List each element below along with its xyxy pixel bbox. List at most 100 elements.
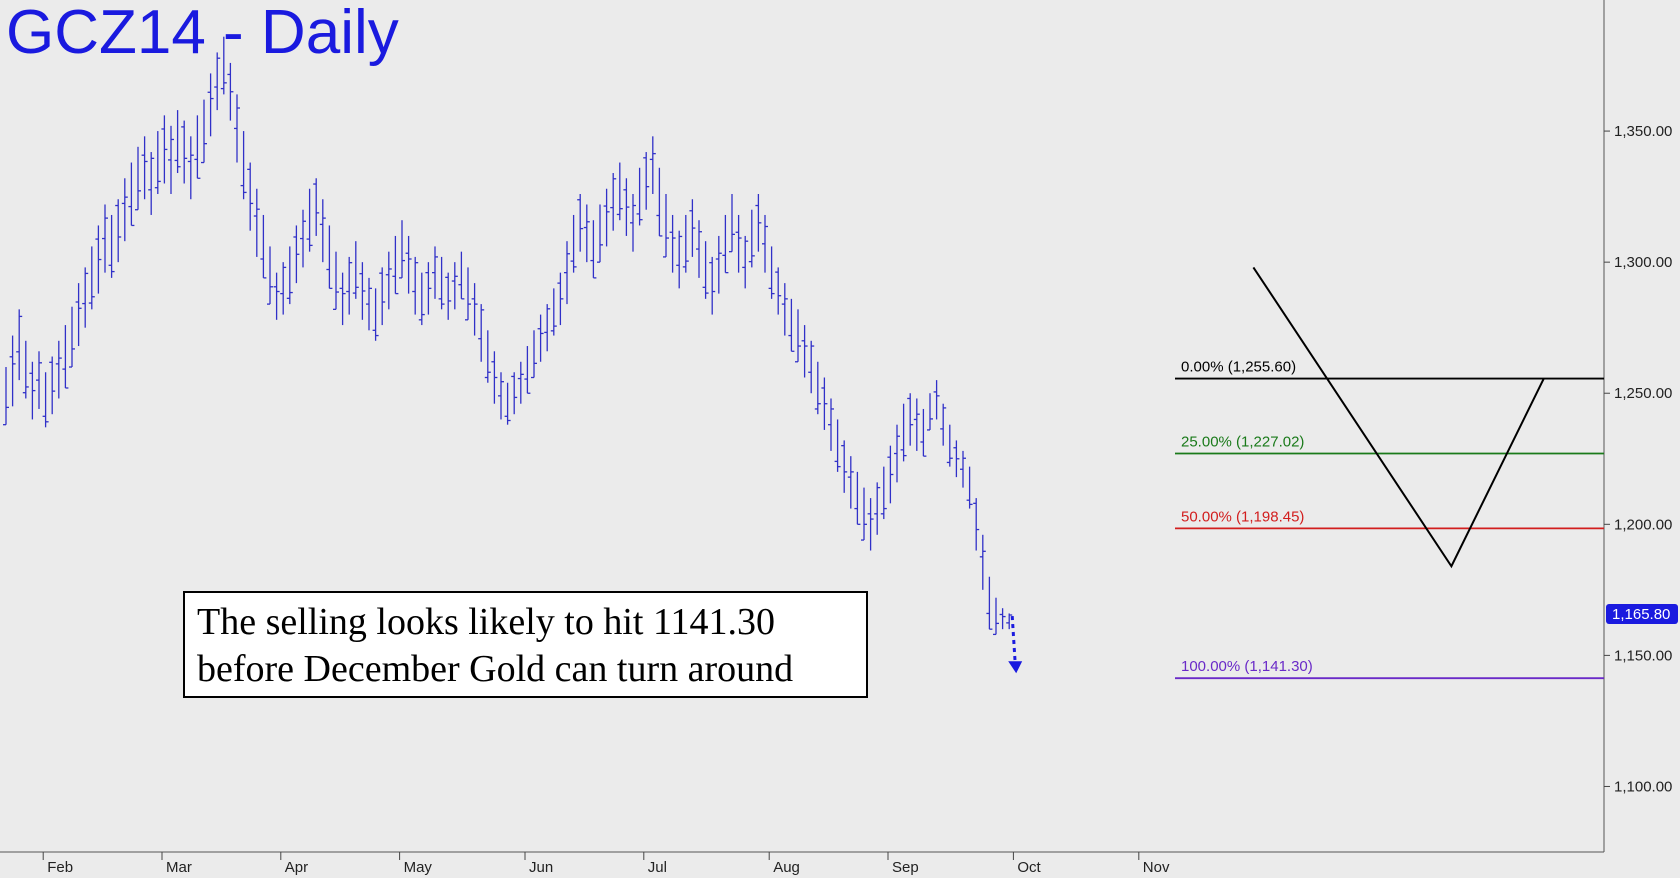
price-bar: [478, 304, 485, 362]
price-bar: [748, 209, 755, 268]
price-bar: [385, 251, 392, 310]
price-bar: [517, 361, 524, 404]
price-bar: [227, 62, 234, 121]
price-bar: [821, 377, 828, 430]
price-bar: [234, 94, 240, 163]
x-tick-label: Apr: [285, 859, 308, 876]
price-bar: [801, 325, 808, 378]
price-bar: [405, 235, 412, 294]
price-bar: [412, 256, 419, 315]
price-bar: [280, 262, 287, 315]
price-bar: [141, 136, 148, 200]
price-bar: [643, 152, 650, 210]
price-bar: [788, 298, 795, 352]
price-bar: [564, 241, 570, 305]
price-bar: [504, 382, 511, 425]
y-tick-label: 1,150.00: [1614, 647, 1672, 664]
price-bar: [247, 162, 254, 231]
y-tick-label: 1,100.00: [1614, 778, 1672, 795]
price-bar: [267, 246, 273, 305]
price-bar: [29, 361, 36, 420]
price-bar: [313, 178, 320, 236]
price-bar: [108, 214, 115, 278]
price-bar: [814, 361, 821, 415]
price-bar: [669, 214, 676, 273]
price-bar: [689, 199, 696, 257]
annotation-line-2: before December Gold can turn around: [197, 648, 794, 690]
last-price-badge: [1606, 603, 1678, 624]
price-bar: [207, 73, 214, 137]
price-bar: [861, 487, 867, 541]
price-bar: [62, 325, 69, 389]
price-bar: [451, 262, 458, 310]
price-bar: [273, 272, 280, 320]
price-bar: [834, 419, 841, 472]
price-bar: [946, 424, 953, 467]
price-bar: [854, 471, 861, 525]
price-bar: [781, 283, 788, 336]
price-bar: [775, 267, 782, 315]
price-bar: [102, 204, 108, 273]
price-bar: [372, 288, 379, 341]
x-tick-label: May: [404, 859, 433, 876]
price-bar: [16, 309, 23, 381]
price-bar: [550, 288, 557, 336]
chart-title: GCZ14 - Daily: [6, 0, 399, 67]
price-bar: [993, 597, 999, 636]
price-bar: [1006, 613, 1013, 630]
price-bar: [847, 456, 854, 509]
price-bar: [742, 235, 749, 289]
price-bar: [735, 214, 742, 273]
price-bar: [399, 220, 405, 279]
price-bar: [715, 235, 722, 294]
price-bar: [392, 235, 399, 295]
target-arrow-head: [1008, 661, 1023, 674]
y-tick-label: 1,350.00: [1614, 123, 1672, 140]
price-bar: [148, 152, 155, 215]
price-bar: [168, 125, 174, 194]
target-arrow-shaft: [1010, 615, 1017, 664]
price-bar: [88, 246, 95, 310]
price-bar: [656, 167, 663, 237]
price-bar: [154, 131, 161, 194]
price-bar: [762, 214, 768, 273]
y-tick-label: 1,300.00: [1614, 254, 1672, 271]
price-bar: [986, 576, 993, 630]
price-bar: [115, 199, 122, 263]
price-bar: [722, 214, 729, 274]
price-bar: [676, 230, 683, 289]
price-bar: [22, 340, 29, 399]
price-bar: [201, 99, 207, 164]
price-bar: [933, 380, 940, 420]
price-bar: [49, 356, 56, 415]
last-price-label: 1,165.80: [1612, 606, 1670, 623]
x-tick-label: Jul: [648, 859, 667, 876]
price-bar: [927, 393, 933, 431]
fibonacci-levels: 0.00% (1,255.60) 25.00% (1,227.02) 50.00% …: [1175, 359, 1604, 680]
price-bar: [352, 241, 359, 299]
x-tick-label: Aug: [773, 859, 800, 876]
price-bar: [610, 173, 617, 231]
price-bar: [326, 225, 333, 290]
price-bar: [458, 251, 465, 300]
x-tick-label: Feb: [47, 859, 73, 876]
price-bar: [3, 367, 9, 426]
price-bar: [583, 204, 590, 263]
price-bar: [696, 220, 702, 278]
price-bar: [498, 372, 504, 420]
price-bar: [953, 440, 960, 478]
axes: [0, 0, 1610, 860]
price-bar: [913, 398, 920, 451]
price-bar: [570, 214, 577, 273]
price-bar: [524, 346, 531, 394]
price-bar: [999, 608, 1006, 630]
price-bar: [616, 162, 623, 221]
price-bar: [319, 199, 326, 263]
price-bar: [425, 262, 432, 315]
price-bar: [531, 330, 537, 379]
price-bar: [260, 214, 267, 279]
price-bar: [960, 450, 966, 488]
price-bar: [590, 220, 597, 279]
price-bar: [471, 283, 478, 336]
price-bar: [537, 314, 544, 362]
